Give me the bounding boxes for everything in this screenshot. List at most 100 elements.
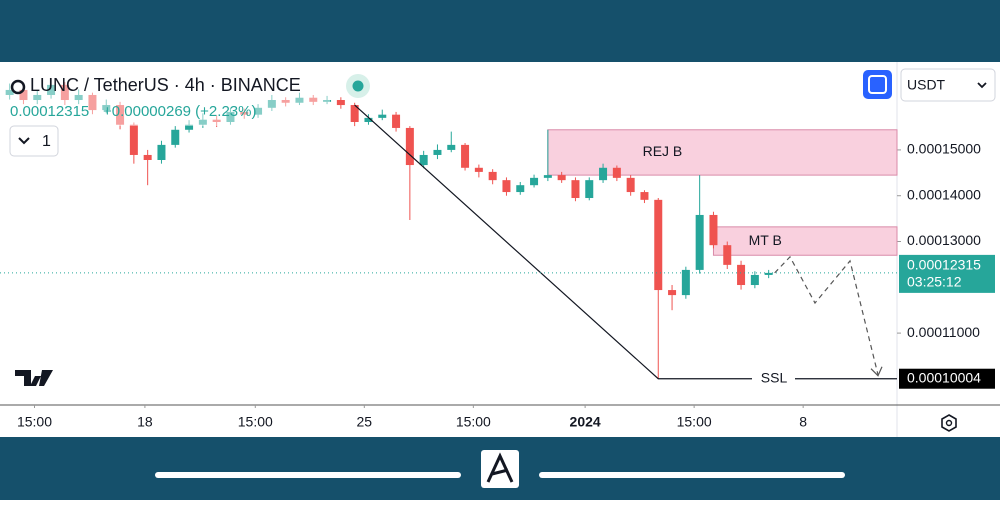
- candle-body: [129, 124, 138, 155]
- price-change: +0.00000269 (+2.23%): [103, 103, 256, 120]
- candle-body: [447, 144, 456, 150]
- zone-label: MT B: [749, 232, 782, 248]
- candle-body: [19, 89, 28, 101]
- candle-body: [640, 192, 649, 200]
- candle-body: [336, 100, 345, 106]
- brand-mark: [486, 452, 514, 483]
- y-tick-label: 0.00014000: [907, 186, 981, 202]
- candle-body: [240, 111, 249, 115]
- interval-value: 1: [42, 133, 51, 150]
- x-tick-label: 15:00: [17, 414, 52, 430]
- candle-body: [47, 84, 56, 95]
- interval-button[interactable]: [9, 125, 59, 157]
- candle-body: [392, 114, 401, 128]
- last-price-label: 0.00012315: [907, 257, 981, 273]
- currency-select[interactable]: [900, 68, 996, 102]
- candle-body: [723, 245, 732, 265]
- candle-body: [254, 107, 263, 115]
- candle-body: [571, 180, 580, 199]
- candle-body: [364, 117, 373, 122]
- candle-body: [433, 149, 442, 155]
- legend-backdrop: [0, 70, 330, 126]
- candle-body: [681, 269, 690, 296]
- candle-body: [502, 180, 511, 193]
- candle-body: [185, 124, 194, 130]
- candle-body: [654, 199, 663, 291]
- last-price-box: [899, 254, 995, 293]
- x-tick-label: 15:00: [238, 414, 273, 430]
- y-tick-label: 0.00013000: [907, 232, 981, 248]
- candle-body: [474, 167, 483, 172]
- candle-body: [102, 105, 111, 111]
- ssl-price-label: 0.00010004: [907, 369, 981, 385]
- candle-body: [198, 119, 207, 125]
- x-tick-label: 25: [357, 414, 373, 430]
- ssl-price-box: [899, 368, 995, 389]
- zone-label: REJ B: [643, 143, 683, 159]
- candle-body: [88, 94, 97, 111]
- status-dot: [352, 80, 364, 92]
- candle-body: [267, 100, 276, 108]
- x-tick-label: 2024: [570, 414, 601, 430]
- candle-body: [543, 175, 552, 178]
- candle-body: [764, 272, 773, 275]
- ssl-label: SSL: [761, 369, 788, 385]
- candle-body: [557, 175, 566, 181]
- divider-bar: [539, 472, 845, 478]
- overlay: LUNC / TetherUS · 4h · BINANCE 0.0001231…: [0, 68, 996, 488]
- candle-body: [405, 127, 414, 166]
- currency: USDT: [907, 77, 946, 93]
- y-tick-label: 0.00015000: [907, 141, 981, 157]
- fullscreen-button[interactable]: [863, 70, 892, 99]
- last-price: 0.00012315: [10, 103, 89, 120]
- tradingview-logo: [15, 370, 53, 386]
- candle-body: [737, 264, 746, 286]
- chevron: [18, 137, 30, 145]
- candle-body: [599, 167, 608, 181]
- candle-body: [419, 154, 428, 166]
- x-tick-label: 15:00: [677, 414, 712, 430]
- candle-body: [378, 114, 387, 118]
- candle-body: [668, 290, 677, 296]
- candle-body: [709, 214, 718, 246]
- candle-body: [585, 180, 594, 199]
- settings-icon-center: [945, 419, 953, 427]
- candle-body: [309, 97, 318, 102]
- candle-body: [530, 177, 539, 186]
- candle-body: [171, 129, 180, 145]
- candle-body: [461, 144, 470, 168]
- candle-body: [116, 105, 125, 125]
- candle-body: [212, 119, 221, 122]
- candle-body: [695, 214, 704, 270]
- candle-body: [74, 94, 83, 101]
- y-tick-label: 0.00011000: [907, 324, 980, 340]
- projection: [774, 255, 879, 375]
- candle-body: [143, 154, 152, 160]
- zone: [712, 226, 898, 256]
- settings-icon[interactable]: [941, 414, 957, 432]
- candle-body: [226, 111, 235, 122]
- candle-body: [60, 84, 69, 101]
- candle-body: [281, 100, 290, 103]
- x-tick-label: 18: [137, 414, 153, 430]
- plot: REJ B MT B SSL: [0, 78, 901, 408]
- candle-body: [516, 185, 525, 193]
- candle-body: [750, 274, 759, 286]
- candle-body: [350, 105, 359, 122]
- candle-body: [612, 167, 621, 178]
- candle-body: [295, 97, 304, 103]
- projection-arrow: [870, 366, 883, 377]
- candle-body: [5, 89, 14, 95]
- x-tick-label: 8: [799, 414, 807, 430]
- chevron: [977, 82, 987, 89]
- divider-bar: [155, 472, 461, 478]
- symbol-title: LUNC / TetherUS · 4h · BINANCE: [30, 75, 301, 95]
- candle-body: [323, 100, 332, 102]
- candle-body: [33, 94, 42, 101]
- candle-body: [157, 144, 166, 160]
- fullscreen-icon: [868, 75, 887, 94]
- candle-body: [626, 177, 635, 193]
- countdown: 03:25:12: [907, 274, 962, 290]
- symbol-icon: [10, 79, 26, 95]
